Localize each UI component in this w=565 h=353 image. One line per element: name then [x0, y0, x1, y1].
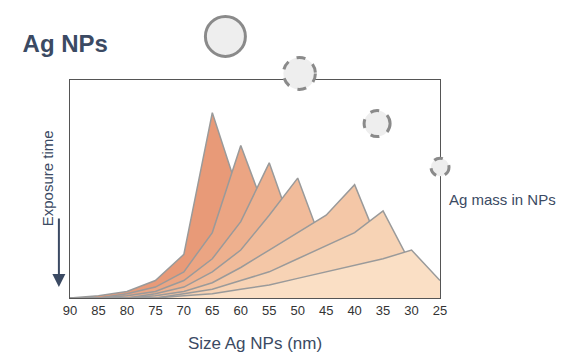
svg-text:85: 85 — [91, 303, 105, 318]
svg-text:Size Ag NPs (nm): Size Ag NPs (nm) — [188, 334, 322, 353]
svg-text:Ag mass in NPs: Ag mass in NPs — [449, 191, 556, 208]
svg-text:50: 50 — [290, 303, 304, 318]
svg-text:75: 75 — [148, 303, 162, 318]
svg-text:Ag NPs: Ag NPs — [23, 30, 108, 57]
svg-text:70: 70 — [177, 303, 191, 318]
svg-text:65: 65 — [205, 303, 219, 318]
svg-text:40: 40 — [347, 303, 361, 318]
svg-text:80: 80 — [120, 303, 134, 318]
svg-text:30: 30 — [404, 303, 418, 318]
svg-text:45: 45 — [319, 303, 333, 318]
svg-text:55: 55 — [262, 303, 276, 318]
svg-text:35: 35 — [376, 303, 390, 318]
svg-text:25: 25 — [433, 303, 447, 318]
svg-text:90: 90 — [63, 303, 77, 318]
svg-text:60: 60 — [234, 303, 248, 318]
svg-text:Exposure time: Exposure time — [39, 130, 56, 226]
